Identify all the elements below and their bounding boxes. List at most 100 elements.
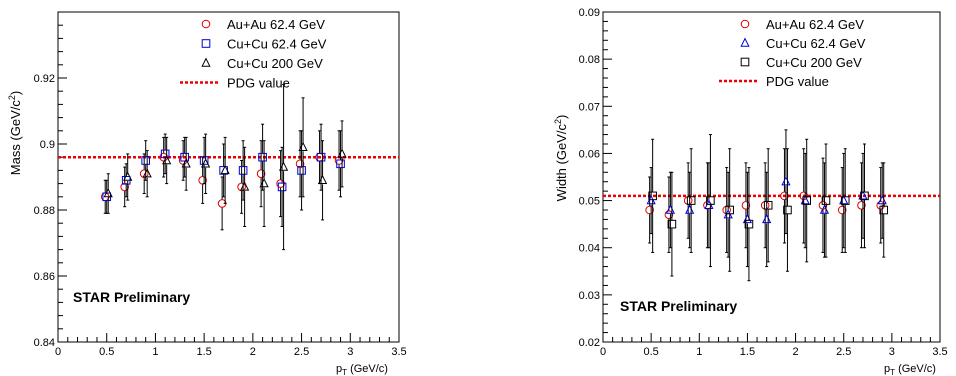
mass-ylabel-main: Mass (GeV/c xyxy=(8,100,23,176)
mass-point-circle xyxy=(256,169,266,178)
width-data-marks xyxy=(645,129,889,282)
width-point-circle xyxy=(645,205,654,215)
mass-point-square xyxy=(238,166,248,175)
width-ytick-label: 0.06 xyxy=(579,148,600,160)
width-point-square xyxy=(802,196,812,205)
mass-xtick-label: 2 xyxy=(250,346,256,358)
width-ytick-label: 0.05 xyxy=(579,196,600,208)
mass-legend: Au+Au 62.4 GeV Cu+Cu 62.4 GeV Cu+Cu 200 Ge… xyxy=(180,17,327,91)
width-legend-pdg-label: PDG value xyxy=(766,74,829,89)
width-ytick-label: 0.07 xyxy=(579,101,600,113)
mass-xtick-label: 1 xyxy=(152,346,158,358)
mass-ytick-label: 0.92 xyxy=(34,73,55,85)
mass-point-square xyxy=(277,182,287,192)
mass-plot-frame xyxy=(57,11,400,343)
mass-point-triangle xyxy=(259,178,269,188)
width-xtick-label: 0.5 xyxy=(643,346,658,358)
mass-point-circle xyxy=(120,182,129,192)
width-point-circle xyxy=(741,200,751,210)
width-ytick-label: 0.02 xyxy=(579,337,600,349)
width-point-square xyxy=(783,205,792,215)
width-point-square xyxy=(686,196,696,205)
width-xlabel-p: p xyxy=(884,363,890,375)
width-y-ticks: 0.02 0.03 0.04 0.05 0.06 0.07 0.08 0.09 xyxy=(579,7,612,349)
mass-point-triangle xyxy=(337,148,347,158)
mass-ytick-label: 0.84 xyxy=(34,337,55,349)
width-point-square xyxy=(648,191,657,201)
mass-legend-marker xyxy=(201,19,211,29)
width-x-ticks: 0 0.5 1 1.5 2 2.5 3 3.5 xyxy=(600,333,948,358)
width-ylabel-main: Width (GeV/c xyxy=(554,124,569,202)
width-xtick-label: 0 xyxy=(600,346,606,358)
width-point-circle xyxy=(760,200,770,210)
width-point-circle xyxy=(857,200,866,210)
width-xtick-label: 3 xyxy=(889,346,895,358)
width-ytick-label: 0.08 xyxy=(579,54,600,66)
mass-point-triangle xyxy=(123,171,133,181)
width-y-axis-label: Width (GeV/c2) xyxy=(553,115,569,202)
width-point-triangle xyxy=(762,213,772,224)
width-point-triangle xyxy=(665,204,676,214)
width-ytick-label: 0.03 xyxy=(579,290,600,302)
width-star-preliminary: STAR Preliminary xyxy=(620,298,737,314)
mass-xtick-label: 3.5 xyxy=(391,346,406,358)
width-point-square xyxy=(879,205,889,215)
width-xtick-label: 1 xyxy=(696,346,702,358)
width-xtick-label: 3.5 xyxy=(932,346,947,358)
width-point-square xyxy=(860,191,869,201)
width-point-circle xyxy=(876,200,886,210)
mass-point-triangle xyxy=(142,168,152,178)
mass-ytick-label: 0.9 xyxy=(40,139,55,151)
width-point-square xyxy=(821,196,831,205)
width-xlabel-sub: T xyxy=(890,368,895,376)
mass-point-square xyxy=(160,149,170,159)
mass-xtick-label: 1.5 xyxy=(196,346,211,358)
mass-ylabel-sup: 2 xyxy=(7,95,17,100)
width-point-square xyxy=(744,219,754,229)
mass-point-triangle xyxy=(162,154,172,165)
width-ylabel-end: ) xyxy=(554,115,569,119)
mass-legend-label: Cu+Cu 200 GeV xyxy=(227,56,323,71)
mass-xtick-label: 0 xyxy=(55,346,61,358)
width-panel: 0.02 0.03 0.04 0.05 0.06 0.07 0.08 0.09 0 0.5 1 1.… xyxy=(553,7,948,376)
width-plot-frame xyxy=(602,11,941,343)
mass-panel: 0.84 0.86 0.88 0.9 0.92 0 0.5 1 1.5 2 2.5 3 3.5 Au+… xyxy=(7,11,407,376)
mass-point-circle xyxy=(295,159,305,169)
width-xtick-label: 1.5 xyxy=(740,346,755,358)
mass-xtick-label: 2.5 xyxy=(294,346,309,358)
mass-legend-pdg-label: PDG value xyxy=(227,76,290,91)
width-xlabel-units: (GeV/c) xyxy=(895,363,936,375)
width-point-triangle xyxy=(685,204,695,214)
width-point-circle xyxy=(683,196,693,205)
width-point-square xyxy=(706,196,715,205)
width-point-square xyxy=(725,205,734,215)
mass-legend-label: Cu+Cu 62.4 GeV xyxy=(227,37,327,52)
width-ytick-label: 0.09 xyxy=(579,7,600,19)
mass-point-square xyxy=(316,152,326,162)
width-ylabel-sup: 2 xyxy=(553,119,563,124)
mass-x-axis-label: pT (GeV/c) xyxy=(336,363,388,376)
mass-point-triangle xyxy=(220,164,230,175)
width-x-axis-label: pT (GeV/c) xyxy=(884,363,936,376)
width-point-triangle xyxy=(877,195,887,205)
mass-point-square xyxy=(336,159,345,169)
width-legend-marker xyxy=(740,57,750,67)
mass-point-triangle xyxy=(298,141,308,151)
mass-xlabel-sub: T xyxy=(342,368,347,376)
mass-point-square xyxy=(141,156,150,165)
width-legend-label: Au+Au 62.4 GeV xyxy=(766,17,864,32)
mass-ylabel-end: ) xyxy=(8,91,23,95)
width-point-square xyxy=(763,200,773,210)
mass-legend-marker xyxy=(201,39,211,48)
mass-point-triangle xyxy=(278,161,289,171)
mass-x-ticks: 0 0.5 1 1.5 2 2.5 3 3.5 xyxy=(55,333,407,358)
width-legend-marker xyxy=(740,19,750,29)
mass-star-preliminary: STAR Preliminary xyxy=(73,289,190,305)
mass-point-square xyxy=(297,166,306,175)
width-point-square xyxy=(667,219,677,229)
width-legend: Au+Au 62.4 GeV Cu+Cu 62.4 GeV Cu+Cu 200 Ge… xyxy=(719,17,866,89)
mass-y-axis-label: Mass (GeV/c2) xyxy=(7,91,23,175)
width-point-circle xyxy=(664,210,674,220)
width-legend-marker xyxy=(740,37,750,47)
